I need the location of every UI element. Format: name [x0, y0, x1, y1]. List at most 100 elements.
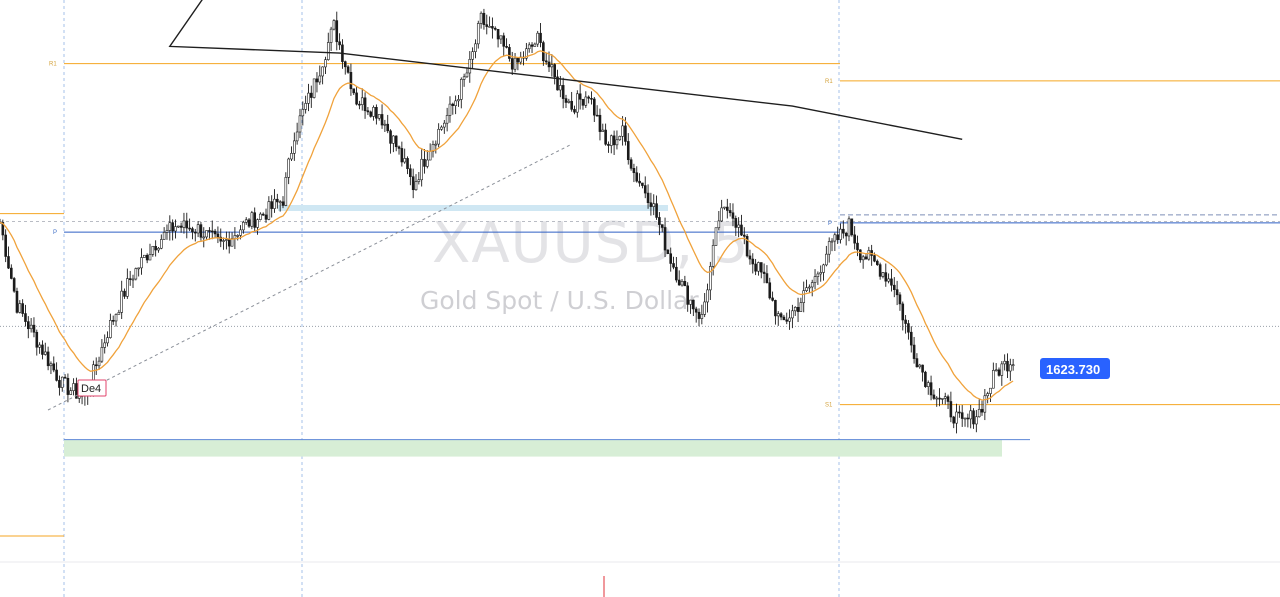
candle-body-69: [193, 231, 197, 234]
candle-131: [369, 110, 373, 118]
candle-143: [403, 148, 406, 164]
candle-body-149: [420, 158, 423, 181]
candle-136: [383, 119, 387, 133]
candle-body-125: [352, 88, 356, 94]
candle-247: [697, 308, 701, 327]
candle-body-301: [850, 218, 854, 236]
candle-63: [176, 225, 180, 228]
candle-53: [148, 243, 152, 261]
candle-25: [69, 387, 73, 395]
candle-217: [612, 130, 616, 155]
candle-body-292: [825, 253, 828, 266]
candle-body-220: [621, 125, 624, 137]
candle-180: [508, 44, 511, 62]
candle-body-304: [859, 249, 862, 261]
pivot-label-4: S1: [825, 403, 833, 409]
candle-51: [143, 254, 146, 258]
candle-body-351: [992, 370, 995, 389]
candle-23: [63, 374, 67, 379]
candle-body-197: [556, 76, 559, 91]
candle-244: [689, 299, 692, 314]
candle-12: [32, 317, 36, 338]
candle-body-355: [1003, 360, 1006, 365]
candle-71: [199, 222, 203, 241]
candle-body-143: [403, 158, 406, 163]
candle-6: [15, 287, 19, 314]
candle-47: [131, 274, 135, 289]
candle-body-318: [898, 294, 902, 305]
candle-body-91: [256, 219, 259, 228]
candle-body-222: [626, 141, 630, 161]
candle-body-72: [202, 236, 206, 239]
candle-163: [459, 77, 463, 109]
candle-body-173: [488, 26, 491, 28]
candle-body-356: [1006, 360, 1009, 372]
candle-254: [717, 210, 721, 231]
candle-body-113: [318, 75, 322, 83]
candle-70: [196, 221, 200, 238]
candle-body-165: [465, 72, 469, 78]
candle-body-41: [114, 314, 118, 322]
candle-303: [856, 235, 859, 257]
candle-body-84: [236, 235, 240, 237]
candle-body-195: [550, 64, 554, 68]
candle-74: [208, 227, 211, 240]
candle-body-46: [128, 278, 132, 280]
candle-3: [7, 246, 10, 270]
candle-body-135: [380, 114, 384, 126]
candle-286: [808, 284, 811, 294]
candle-body-14: [38, 344, 41, 348]
candle-335: [946, 394, 950, 410]
candle-17: [46, 346, 50, 371]
candle-236: [666, 249, 670, 255]
note-label-box[interactable]: [77, 379, 107, 397]
candle-body-137: [386, 123, 390, 132]
candle-139: [392, 135, 395, 153]
candle-body-86: [242, 222, 245, 231]
candle-296: [836, 226, 839, 244]
note-label[interactable]: De4: [77, 379, 107, 397]
candle-145: [409, 164, 412, 186]
candle-90: [253, 207, 256, 232]
candle-body-127: [358, 103, 361, 106]
candle-76: [213, 228, 217, 238]
candle-body-264: [745, 236, 749, 257]
candle-105: [295, 122, 299, 145]
candle-137: [386, 114, 390, 134]
candle-body-215: [607, 143, 610, 146]
candle-body-217: [612, 135, 616, 146]
candle-body-317: [895, 289, 899, 296]
candle-89: [250, 210, 254, 230]
price-tag-box: [1040, 358, 1110, 379]
candle-87: [244, 217, 248, 225]
candle-body-241: [680, 280, 684, 286]
candle-238: [672, 256, 675, 270]
candle-230: [649, 192, 653, 216]
candle-body-350: [989, 387, 992, 394]
candle-182: [513, 53, 517, 73]
candle-body-188: [530, 44, 534, 47]
candle-73: [205, 230, 208, 241]
candle-body-289: [816, 273, 820, 277]
candle-body-200: [564, 98, 568, 103]
candle-body-180: [508, 47, 511, 59]
candle-body-205: [578, 93, 582, 100]
candle-body-229: [646, 192, 650, 204]
candle-body-176: [496, 29, 500, 40]
candle-body-239: [675, 266, 678, 281]
description-watermark: Gold Spot / U.S. Dollar: [420, 286, 699, 315]
candle-356: [1006, 353, 1009, 378]
candle-body-210: [592, 98, 596, 116]
candle-188: [530, 42, 534, 53]
candle-body-83: [233, 235, 237, 239]
candle-body-198: [559, 85, 562, 91]
candle-158: [445, 107, 449, 132]
candle-body-227: [641, 182, 644, 186]
candle-body-204: [576, 93, 579, 113]
candle-body-19: [52, 363, 56, 371]
candle-body-189: [533, 43, 537, 47]
candle-337: [952, 415, 956, 429]
